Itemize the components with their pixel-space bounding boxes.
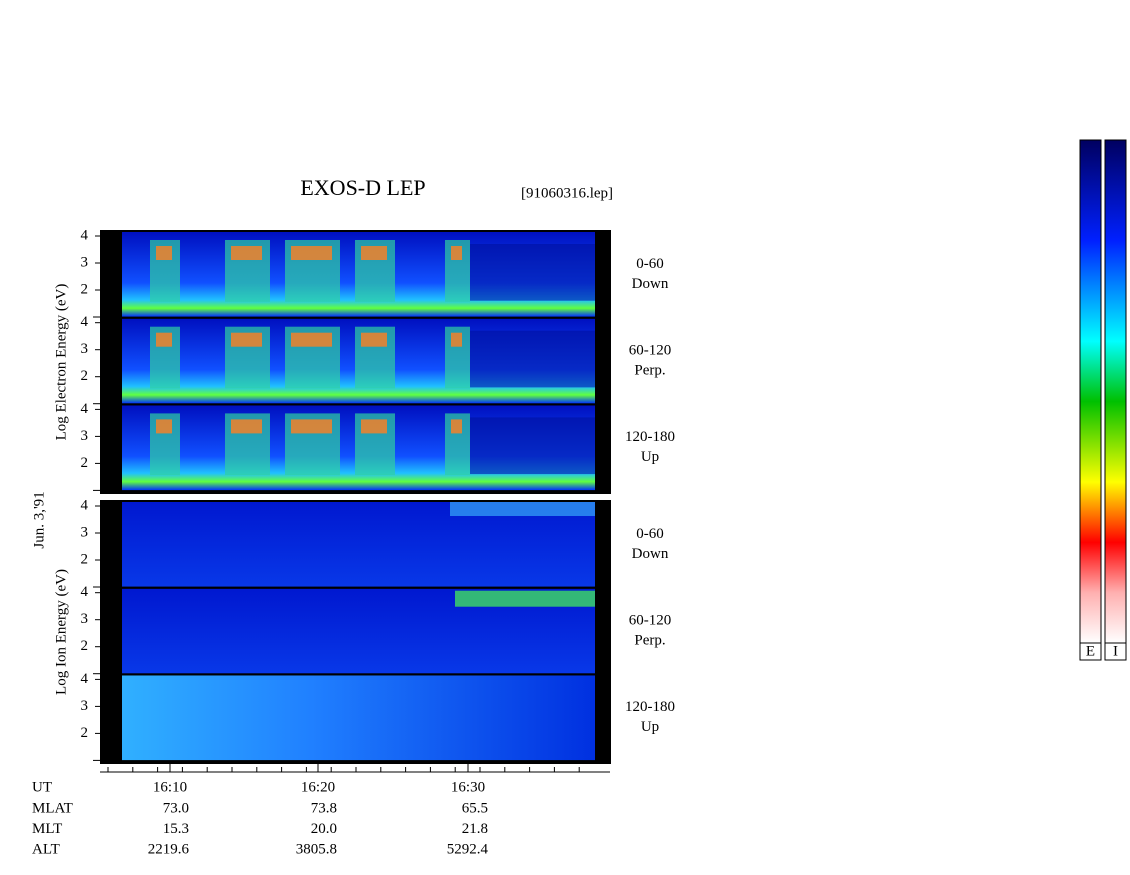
row-value: 21.8 — [462, 821, 488, 837]
date-label: Jun. 3,'91 — [31, 491, 47, 548]
plots: 4 3 2 0-60 Down 4 3 2 60-120 Perp. 4 3 2 120-180 Up Log… — [53, 227, 675, 764]
row-value: 73.8 — [311, 800, 337, 816]
row-value: 3805.8 — [296, 841, 337, 857]
time-tick-label: 16:10 — [153, 779, 187, 795]
subpanel-direction: Perp. — [634, 632, 665, 648]
row-value: 5292.4 — [447, 841, 489, 857]
feature — [156, 246, 172, 260]
feature — [450, 502, 595, 516]
colorbar-label: E — [1086, 643, 1095, 659]
feature — [291, 332, 332, 347]
feature — [455, 590, 595, 607]
y-axis-label: Log Electron Energy (eV) — [53, 284, 69, 441]
time-tick-label: 16:30 — [451, 779, 485, 795]
feature — [231, 332, 262, 347]
row-label: UT — [32, 779, 52, 795]
colorbar — [1079, 139, 1102, 644]
subpanel-angle: 120-180 — [625, 429, 675, 445]
y-tick-label: 3 — [81, 254, 89, 270]
row-value: 65.5 — [462, 800, 488, 816]
y-tick-label: 3 — [81, 341, 89, 357]
spectrogram — [122, 675, 595, 761]
y-tick-label: 3 — [81, 611, 89, 627]
y-tick-label: 2 — [81, 281, 89, 297]
subpanel-direction: Up — [641, 719, 659, 735]
y-tick-label: 4 — [81, 227, 89, 243]
feature — [291, 246, 332, 260]
y-tick-label: 3 — [81, 428, 89, 444]
subpanel-direction: Down — [632, 546, 669, 562]
subpanel-angle: 0-60 — [636, 526, 664, 542]
feature — [470, 417, 595, 475]
time-axis: UT 16:10 16:20 16:30 MLAT 73.0 73.8 65.5 MLT 15.3… — [32, 763, 610, 857]
row-value: 73.0 — [163, 800, 189, 816]
feature — [361, 419, 387, 434]
subpanel-direction: Up — [641, 449, 659, 465]
colorbar-label-box — [1079, 642, 1102, 661]
y-tick-label: 2 — [81, 455, 89, 471]
subpanel-direction: Down — [632, 276, 669, 292]
y-tick-label: 4 — [81, 401, 89, 417]
row-label: MLAT — [32, 800, 73, 816]
subpanel-angle: 120-180 — [625, 699, 675, 715]
y-tick-label: 4 — [81, 584, 89, 600]
feature — [156, 419, 172, 434]
feature — [451, 246, 462, 260]
spectrogram — [122, 502, 595, 587]
y-tick-label: 2 — [81, 725, 89, 741]
feature — [361, 332, 387, 347]
row-value: 20.0 — [311, 821, 337, 837]
colorbar-label-box — [1104, 642, 1127, 661]
feature — [231, 419, 262, 434]
y-tick-label: 4 — [81, 671, 89, 687]
y-tick-label: 2 — [81, 368, 89, 384]
y-tick-label: 3 — [81, 698, 89, 714]
row-label: ALT — [32, 841, 60, 857]
colorbar — [1104, 139, 1127, 644]
row-value: 15.3 — [163, 821, 189, 837]
feature — [470, 330, 595, 388]
row-label: MLT — [32, 821, 62, 837]
subpanel-angle: 0-60 — [636, 256, 664, 272]
feature — [231, 246, 262, 260]
feature — [361, 246, 387, 260]
feature — [470, 244, 595, 301]
y-axis-label: Log Ion Energy (eV) — [53, 569, 69, 695]
time-tick-label: 16:20 — [301, 779, 335, 795]
row-value: 2219.6 — [148, 841, 190, 857]
y-tick-label: 4 — [81, 314, 89, 330]
title: EXOS-D LEP — [300, 175, 425, 200]
feature — [451, 419, 462, 434]
y-tick-label: 2 — [81, 551, 89, 567]
subpanel-direction: Perp. — [634, 362, 665, 378]
feature — [156, 332, 172, 347]
y-tick-label: 4 — [81, 497, 89, 513]
colorbar-label: I — [1113, 643, 1118, 659]
file-label: [91060316.lep] — [521, 185, 613, 201]
feature — [291, 419, 332, 434]
subpanel-angle: 60-120 — [629, 612, 672, 628]
y-tick-label: 3 — [81, 524, 89, 540]
subpanel-angle: 60-120 — [629, 342, 672, 358]
y-tick-label: 2 — [81, 638, 89, 654]
feature — [451, 332, 462, 347]
